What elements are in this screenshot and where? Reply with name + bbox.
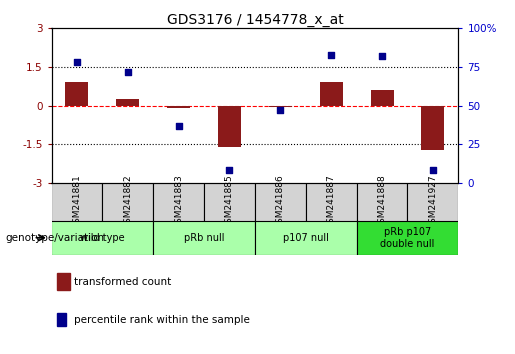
Bar xyxy=(356,221,458,255)
Bar xyxy=(102,183,153,221)
Text: GSM241888: GSM241888 xyxy=(377,174,387,229)
Text: wild type: wild type xyxy=(80,233,125,243)
Bar xyxy=(218,105,241,147)
Bar xyxy=(65,82,89,105)
Bar xyxy=(306,183,356,221)
Text: transformed count: transformed count xyxy=(74,277,171,287)
Bar xyxy=(269,105,292,107)
Text: GSM241885: GSM241885 xyxy=(225,174,234,229)
Bar xyxy=(255,221,356,255)
Point xyxy=(327,52,335,57)
Bar xyxy=(407,183,458,221)
Point xyxy=(226,167,234,173)
Point xyxy=(73,59,81,65)
Bar xyxy=(167,105,190,108)
Bar xyxy=(356,183,407,221)
Bar xyxy=(320,82,342,105)
Text: percentile rank within the sample: percentile rank within the sample xyxy=(74,315,250,325)
Text: genotype/variation: genotype/variation xyxy=(5,233,104,243)
Title: GDS3176 / 1454778_x_at: GDS3176 / 1454778_x_at xyxy=(166,13,344,27)
Bar xyxy=(421,105,444,150)
Bar xyxy=(153,221,255,255)
Point xyxy=(276,107,284,113)
Point xyxy=(378,53,386,59)
Text: pRb null: pRb null xyxy=(184,233,225,243)
Bar xyxy=(52,221,153,255)
Text: p107 null: p107 null xyxy=(283,233,329,243)
Bar xyxy=(204,183,255,221)
Text: GSM241881: GSM241881 xyxy=(73,174,81,229)
Text: GSM241882: GSM241882 xyxy=(123,175,132,229)
Text: GSM241886: GSM241886 xyxy=(276,174,285,229)
Bar xyxy=(371,90,393,105)
Text: GSM241927: GSM241927 xyxy=(428,175,437,229)
Text: GSM241887: GSM241887 xyxy=(327,174,336,229)
Point xyxy=(429,167,437,173)
Point xyxy=(124,69,132,74)
Bar xyxy=(153,183,204,221)
Text: pRb p107
double null: pRb p107 double null xyxy=(380,227,435,249)
Bar xyxy=(255,183,306,221)
Bar xyxy=(116,99,139,105)
Bar xyxy=(52,183,102,221)
Point xyxy=(175,123,183,129)
Text: GSM241883: GSM241883 xyxy=(174,174,183,229)
